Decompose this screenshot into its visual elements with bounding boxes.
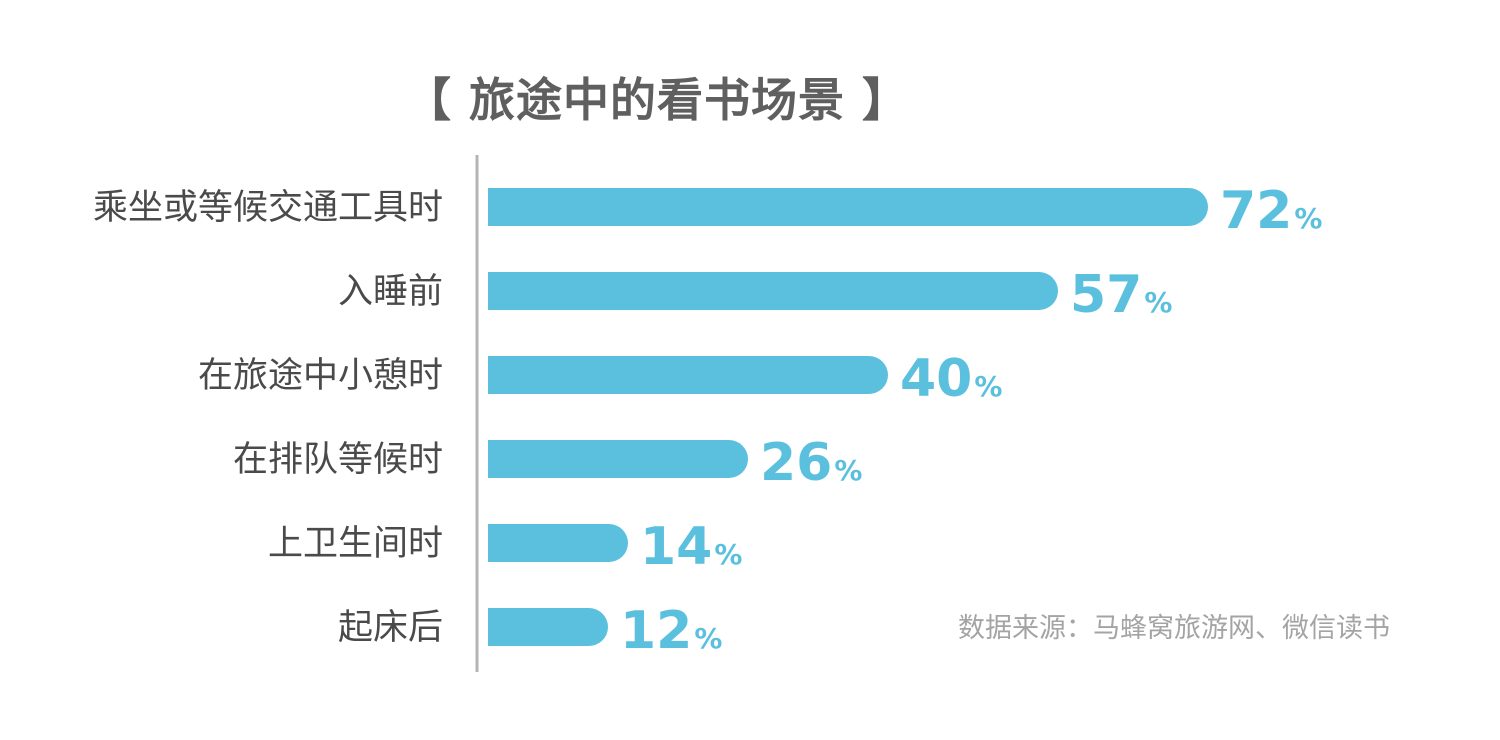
- value-label: 14%: [640, 517, 742, 577]
- bar: [488, 524, 628, 562]
- value-label: 72%: [1220, 181, 1322, 241]
- source-note: 数据来源：马蜂窝旅游网、微信读书: [958, 613, 1390, 644]
- bar: [488, 272, 1058, 310]
- category-label: 乘坐或等候交通工具时: [93, 188, 443, 228]
- bar: [488, 188, 1208, 226]
- bar: [488, 356, 888, 394]
- category-label: 起床后: [338, 608, 443, 648]
- category-label: 在旅途中小憩时: [198, 356, 443, 396]
- value-label: 26%: [760, 433, 862, 493]
- value-label: 57%: [1070, 265, 1172, 325]
- value-label: 40%: [900, 349, 1002, 409]
- bar: [488, 440, 748, 478]
- chart-title: 【 旅途中的看书场景 】: [405, 73, 910, 127]
- category-label: 入睡前: [338, 272, 443, 312]
- bar: [488, 608, 608, 646]
- category-label: 在排队等候时: [233, 440, 443, 480]
- category-label: 上卫生间时: [268, 524, 443, 564]
- value-label: 12%: [620, 601, 722, 661]
